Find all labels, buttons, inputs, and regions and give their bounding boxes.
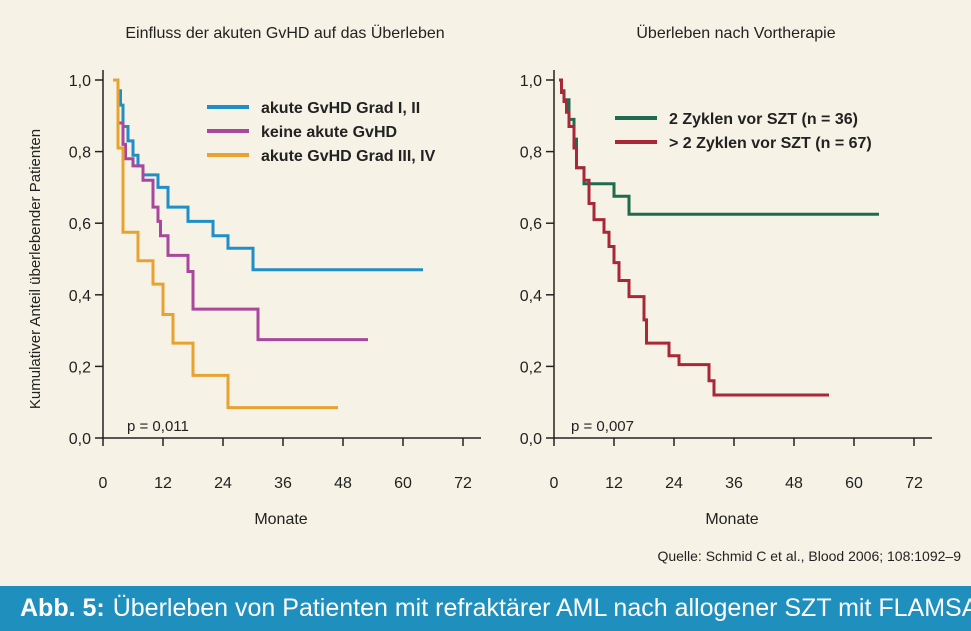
chart2-y-tick-label: 0,2 [520,359,542,376]
chart1-x-tick-label: 36 [274,475,292,492]
chart2-x-tick-label: 12 [605,475,623,492]
chart1-y-tick-label: 0,8 [69,145,91,162]
chart2-x-tick-label: 36 [725,475,743,492]
chart2-x-tick-label: 24 [665,475,683,492]
chart2-y-tick-label: 0,8 [520,145,542,162]
chart2-legend-label-1: 2 Zyklen vor SZT (n = 36) [669,111,858,128]
chart1-x-tick-label: 24 [214,475,232,492]
chart1-x-tick-label: 60 [394,475,412,492]
chart1-y-tick-label: 0,0 [69,431,91,448]
chart2-y-tick-label: 0,6 [520,216,542,233]
chart2-y-tick-label: 1,0 [520,73,542,90]
chart1-legend-label-3: akute GvHD Grad III, IV [261,148,436,165]
chart2-x-tick-label: 60 [845,475,863,492]
chart2-series-line-2 [559,78,829,397]
chart2-title: Überleben nach Vortherapie [636,24,835,42]
figure: Einfluss der akuten GvHD auf das Überleb… [27,24,932,528]
chart2-x-tick-label: 48 [785,475,803,492]
chart1-legend-label-2: keine akute GvHD [261,124,397,141]
source-note: Quelle: Schmid C et al., Blood 2006; 108… [657,548,961,564]
chart1-series-line-3 [113,78,338,410]
chart1-series-line-2 [115,78,368,342]
chart1-p-value: p = 0,011 [127,418,189,435]
caption-text: Überleben von Patienten mit refraktärer … [112,594,971,622]
chart1-y-tick-label: 0,4 [69,288,91,305]
chart2-y-tick-label: 0,0 [520,431,542,448]
chart1-y-tick-label: 1,0 [69,73,91,90]
chart1-x-tick-label: 72 [454,475,472,492]
chart1-title: Einfluss der akuten GvHD auf das Überleb… [125,24,444,42]
chart1-y-axis-label: Kumulativer Anteil überlebender Patiente… [27,129,44,409]
chart1-y-tick-label: 0,6 [69,216,91,233]
chart1-x-tick-label: 12 [154,475,172,492]
chart1-y-tick-label: 0,2 [69,359,91,376]
chart1-x-tick-label: 48 [334,475,352,492]
chart1-x-axis-label: Monate [254,511,307,528]
chart2-y-tick-label: 0,4 [520,288,542,305]
chart2-x-tick-label: 72 [905,475,923,492]
chart2-x-tick-label: 0 [550,475,559,492]
chart2-legend-label-2: > 2 Zyklen vor SZT (n = 67) [669,135,872,152]
chart1-x-tick-label: 0 [99,475,108,492]
caption-bar: Abb. 5: Überleben von Patienten mit refr… [0,586,971,631]
caption-label: Abb. 5: [20,594,105,622]
chart2-x-axis-label: Monate [705,511,758,528]
chart2-p-value: p = 0,007 [571,418,634,435]
chart1-legend-label-1: akute GvHD Grad I, II [261,100,420,117]
